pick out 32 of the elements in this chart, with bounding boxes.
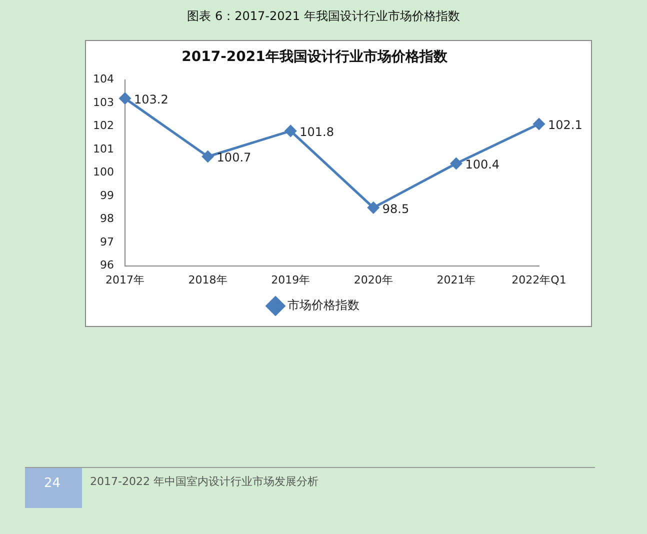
y-tick-label: 103: [92, 96, 114, 109]
y-tick-label: 99: [100, 188, 114, 202]
data-label: 100.7: [216, 150, 252, 165]
point: [202, 150, 214, 162]
x-tick-label: 2021年: [436, 273, 476, 286]
data-label: 101.8: [300, 125, 334, 140]
y-tick-label: 97: [100, 235, 114, 248]
x-tick-label: 2022年Q1: [512, 273, 566, 286]
x-tick-label: 2018年: [188, 273, 228, 286]
chart-title: 2017-2021年我国设计行业市场价格指数: [182, 48, 448, 66]
data-label: 98.5: [382, 202, 410, 216]
text: 图表 6：2017-2021 年我国设计行业市场价格指数: [186, 8, 461, 25]
point: [284, 125, 296, 137]
point: [533, 118, 545, 130]
data-label: 100.4: [465, 158, 500, 172]
data-label: 102.1: [548, 118, 582, 132]
x-tick-label: 2019年: [271, 273, 310, 286]
point: [450, 158, 462, 170]
legend-label: 市场价格指数: [288, 298, 360, 312]
point: [119, 92, 131, 104]
y-tick-label: 98: [100, 212, 114, 226]
text: 2017-2022 年中国室内设计行业市场发展分析: [90, 474, 318, 489]
y-tick-label: 102: [92, 119, 114, 132]
y-tick-label: 101: [92, 142, 114, 156]
data-label: 103.2: [134, 92, 168, 107]
y-tick-label: 104: [92, 72, 114, 86]
y-tick-label: 96: [100, 258, 114, 272]
y-tick-label: 100: [92, 166, 114, 179]
x-tick-label: 2017年: [105, 273, 144, 286]
point: [368, 202, 380, 214]
text: 24: [44, 476, 61, 491]
x-tick-label: 2020年: [354, 273, 393, 286]
